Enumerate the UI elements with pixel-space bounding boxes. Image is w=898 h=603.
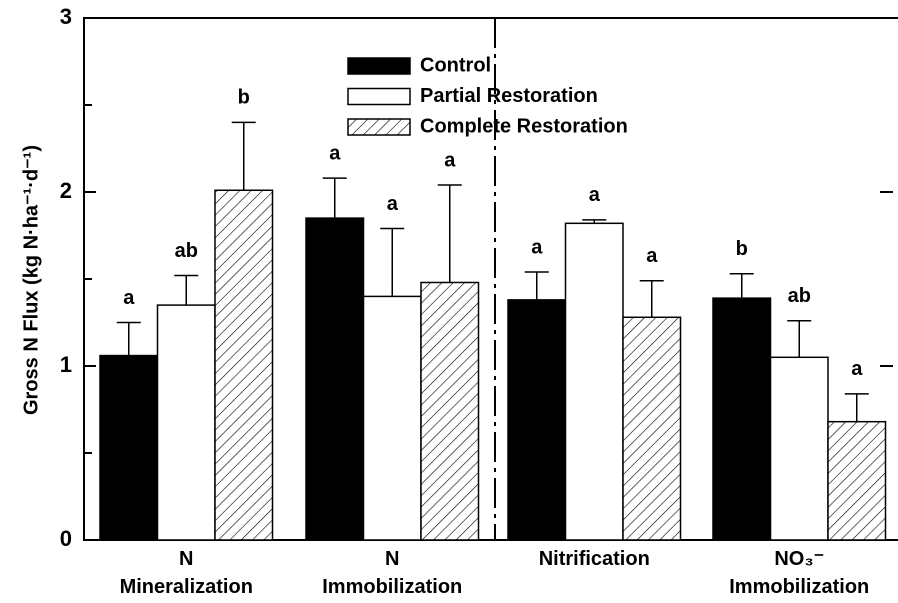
bar (99, 354, 159, 541)
significance-letter: a (444, 149, 456, 171)
legend-label: Partial Restoration (420, 85, 598, 107)
significance-letter: a (387, 193, 399, 215)
significance-letter: a (329, 142, 341, 164)
x-tick-label: Nitrification (538, 548, 650, 570)
significance-letter: ab (175, 240, 198, 262)
bar (156, 304, 216, 541)
y-tick-label: 2 (60, 178, 72, 203)
significance-letter: a (646, 245, 658, 267)
significance-letter: a (123, 287, 135, 309)
significance-letter: a (531, 236, 543, 258)
bar (769, 356, 829, 541)
significance-letter: ab (788, 285, 811, 307)
bar (827, 420, 887, 541)
bar (362, 295, 422, 541)
bar (305, 217, 365, 541)
legend-swatch (347, 87, 411, 106)
y-tick-label: 1 (60, 352, 72, 377)
bar (507, 299, 567, 541)
legend-swatch (347, 57, 411, 75)
bar (622, 316, 682, 541)
x-tick-label: N Immobilization (322, 548, 463, 598)
legend-label: Complete Restoration (420, 115, 628, 137)
y-axis-label: Gross N Flux (kg N·ha⁻¹·d⁻¹) (20, 145, 42, 415)
x-tick-label: N Mineralization (119, 548, 253, 598)
legend-swatch (347, 118, 411, 136)
bar (564, 222, 624, 541)
significance-letter: b (736, 238, 748, 260)
legend-label: Control (420, 54, 491, 76)
bar (214, 189, 274, 541)
significance-letter: b (238, 87, 250, 109)
bar (712, 297, 772, 541)
significance-letter: a (851, 358, 863, 380)
x-tick-label: NO₃⁻ Immobilization (729, 548, 870, 598)
significance-letter: a (589, 184, 601, 206)
y-tick-label: 3 (60, 4, 72, 29)
y-tick-label: 0 (60, 526, 72, 551)
bar (420, 281, 480, 541)
